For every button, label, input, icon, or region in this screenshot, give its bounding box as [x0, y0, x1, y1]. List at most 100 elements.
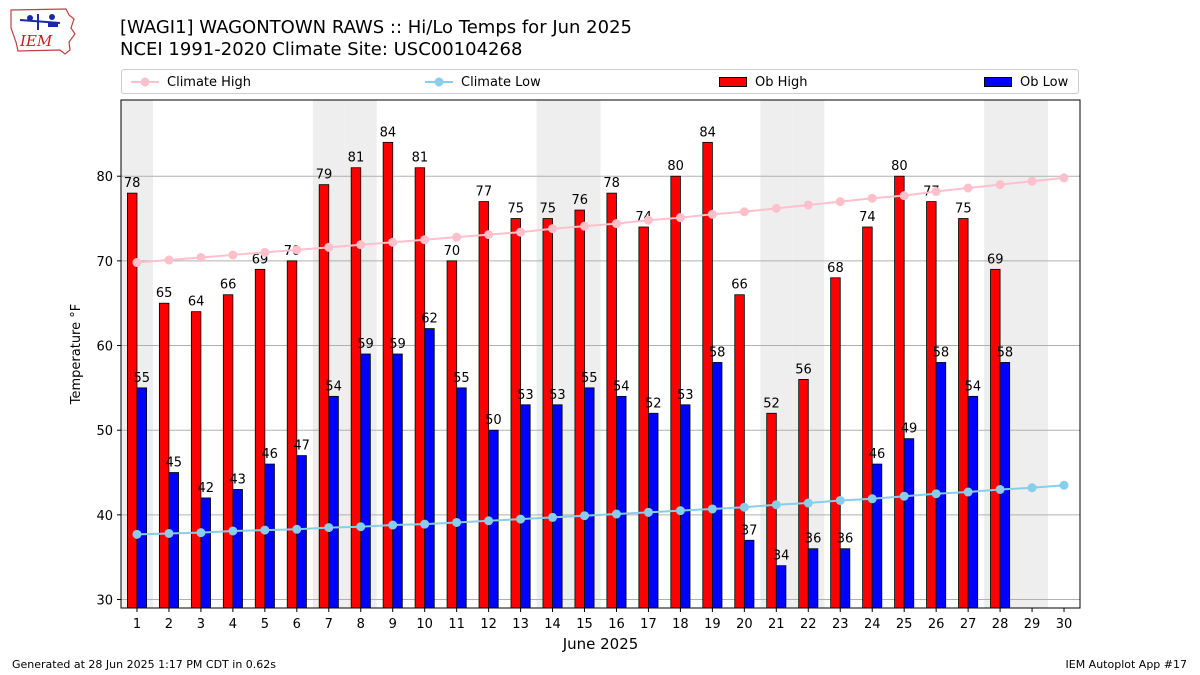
legend-item-climate-high: Climate High	[131, 74, 251, 90]
y-tick-label-70: 70	[96, 255, 113, 270]
climate-high-point-day-9	[388, 237, 398, 247]
ob-high-label-day-18: 80	[667, 159, 684, 174]
ob-high-bar-day-6	[286, 260, 298, 609]
x-tick-label-11: 11	[448, 617, 465, 632]
climate-low-point-day-11	[452, 517, 462, 527]
ob-high-bar-day-11	[446, 260, 458, 609]
climate-low-point-day-18	[675, 506, 685, 516]
ob-high-bar-day-21	[766, 412, 777, 609]
climate-low-point-day-21	[771, 500, 781, 510]
ob-low-label-day-2: 45	[165, 456, 182, 471]
climate-high-point-day-16	[611, 219, 621, 229]
ob-high-bar-day-12	[478, 201, 490, 609]
climate-low-point-day-30	[1059, 480, 1069, 490]
ob-high-legend-icon	[719, 77, 747, 87]
climate-low-point-day-10	[420, 519, 430, 529]
climate-high-point-day-21	[771, 203, 781, 213]
ob-low-bar-day-24	[871, 463, 883, 609]
ob-low-label-day-19: 58	[709, 345, 726, 360]
legend-label-ob-high: Ob High	[755, 74, 808, 90]
ob-low-label-day-20: 37	[741, 523, 758, 538]
ob-low-bar-day-14	[552, 404, 563, 609]
x-tick-label-14: 14	[544, 617, 561, 632]
climate-high-point-day-29	[1027, 176, 1037, 186]
x-tick-label-21: 21	[768, 617, 785, 632]
x-tick-label-24: 24	[864, 617, 881, 632]
ob-high-label-day-23: 68	[827, 261, 844, 276]
climate-low-point-day-13	[516, 514, 526, 524]
ob-high-bar-day-23	[830, 277, 841, 609]
ob-high-label-day-19: 84	[699, 125, 716, 140]
ob-low-label-day-26: 58	[933, 345, 950, 360]
climate-low-point-day-15	[580, 511, 590, 521]
ob-high-bar-day-27	[958, 218, 969, 609]
ob-low-bar-day-20	[743, 539, 755, 609]
climate-high-point-day-22	[803, 200, 813, 210]
ob-low-bar-day-7	[328, 395, 339, 609]
climate-low-point-day-16	[611, 509, 621, 519]
climate-high-point-day-10	[420, 235, 430, 245]
ob-low-label-day-24: 46	[869, 447, 886, 462]
climate-low-point-day-26	[931, 489, 941, 499]
ob-low-bar-day-27	[967, 395, 979, 609]
ob-high-label-day-2: 65	[156, 286, 173, 301]
ob-high-label-day-12: 77	[476, 185, 493, 200]
ob-high-label-day-22: 56	[795, 362, 812, 377]
ob-low-bar-day-25	[903, 438, 915, 609]
climate-high-point-day-23	[835, 197, 845, 207]
ob-low-bar-day-8	[360, 353, 371, 609]
ob-high-label-day-28: 69	[987, 252, 1004, 267]
climate-low-point-day-6	[292, 524, 302, 534]
ob-low-label-day-25: 49	[901, 422, 918, 437]
ob-high-bar-day-15	[574, 209, 585, 609]
x-tick-label-16: 16	[608, 617, 625, 632]
ob-low-label-day-7: 54	[325, 379, 342, 394]
ob-low-bar-day-19	[711, 362, 723, 609]
legend-item-ob-high: Ob High	[719, 74, 808, 90]
ob-low-label-day-5: 46	[261, 447, 278, 462]
climate-high-point-day-6	[292, 245, 302, 255]
ob-low-label-day-14: 53	[549, 388, 566, 403]
ob-low-bar-day-11	[456, 387, 467, 609]
climate-high-point-day-5	[260, 247, 270, 257]
climate-high-point-day-3	[196, 252, 206, 262]
ob-low-bar-day-2	[168, 472, 179, 609]
x-tick-label-19: 19	[704, 617, 721, 632]
x-tick-label-18: 18	[672, 617, 689, 632]
x-tick-label-30: 30	[1056, 617, 1073, 632]
climate-low-point-day-27	[963, 487, 973, 497]
climate-low-point-day-4	[228, 526, 238, 536]
x-axis-label: June 2025	[562, 635, 639, 653]
ob-high-bar-day-5	[254, 268, 266, 609]
ob-high-label-day-3: 64	[188, 295, 205, 310]
x-tick-label-5: 5	[261, 617, 269, 632]
ob-low-label-day-27: 54	[965, 379, 982, 394]
ob-high-label-day-21: 52	[763, 396, 780, 411]
ob-low-label-day-15: 55	[581, 371, 598, 386]
legend-label-ob-low: Ob Low	[1020, 74, 1069, 90]
ob-high-bar-day-22	[798, 378, 809, 609]
ob-low-bar-day-13	[520, 404, 531, 609]
y-tick-label-30: 30	[96, 594, 113, 609]
ob-high-bar-day-9	[382, 141, 394, 609]
climate-low-point-day-24	[867, 494, 877, 504]
ob-low-bar-day-9	[392, 353, 403, 609]
ob-low-label-day-12: 50	[485, 413, 502, 428]
legend-label-climate-high: Climate High	[167, 74, 252, 90]
ob-low-bar-day-16	[616, 395, 627, 609]
ob-high-label-day-13: 75	[508, 202, 525, 217]
ob-high-bar-day-1	[126, 192, 138, 609]
climate-high-point-day-18	[675, 213, 685, 223]
climate-high-point-day-13	[516, 227, 526, 237]
ob-low-bar-day-23	[839, 548, 851, 609]
y-tick-label-60: 60	[96, 340, 113, 355]
x-tick-label-22: 22	[800, 617, 817, 632]
ob-low-label-day-3: 42	[197, 481, 214, 496]
x-tick-label-29: 29	[1024, 617, 1041, 632]
ob-low-label-day-18: 53	[677, 388, 694, 403]
ob-high-label-day-25: 80	[891, 159, 908, 174]
ob-high-label-day-16: 78	[603, 176, 620, 191]
climate-low-point-day-12	[484, 516, 494, 526]
plot-frame	[120, 99, 1081, 609]
climate-low-legend-icon	[425, 77, 453, 87]
